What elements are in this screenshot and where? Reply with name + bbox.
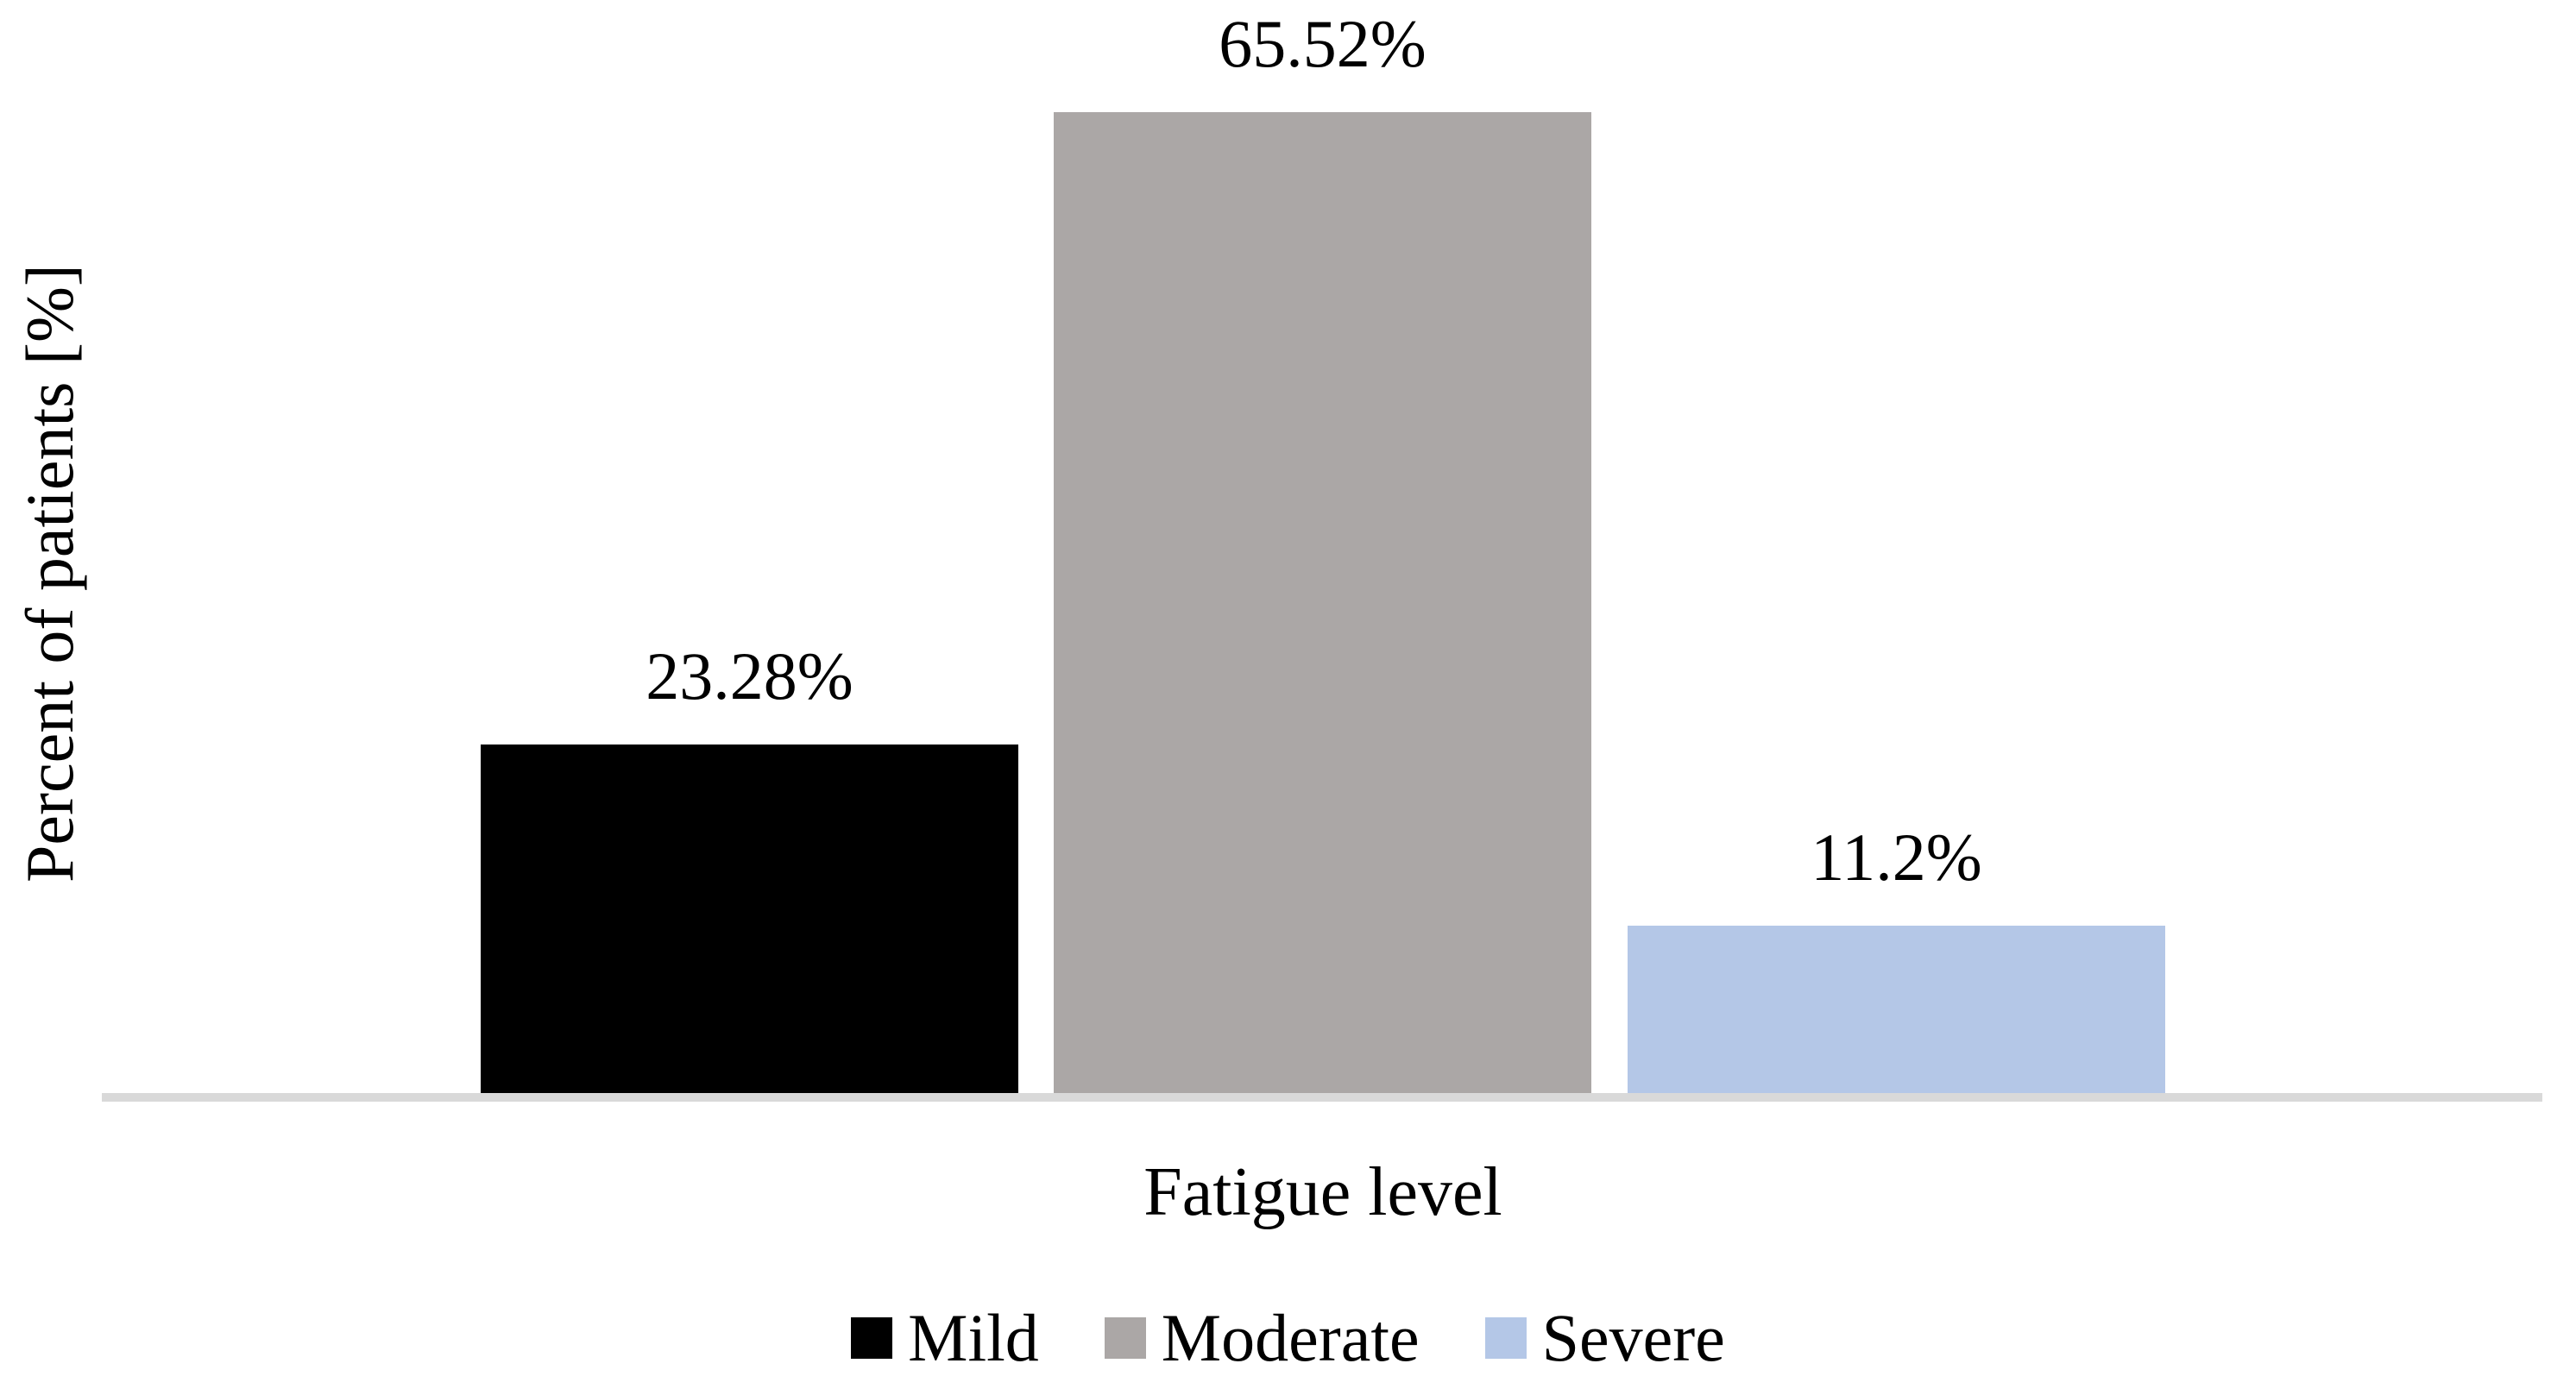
legend-label-moderate: Moderate [1161,1300,1420,1375]
bar-mild [481,745,1018,1093]
data-label-mild: 23.28% [646,638,853,713]
legend-item-mild: Mild [851,1299,1039,1376]
legend-label-mild: Mild [908,1300,1039,1375]
bar-moderate [1054,112,1591,1093]
legend-label-severe: Severe [1541,1300,1725,1375]
legend-swatch-severe-icon [1484,1317,1527,1359]
data-label-severe: 11.2% [1811,820,1982,895]
bar-severe [1628,926,2165,1093]
legend-item-severe: Severe [1484,1299,1725,1376]
y-axis-title: Percent of patients [%] [12,264,87,883]
x-axis-line [102,1093,2542,1102]
data-label-moderate: 65.52% [1219,6,1427,81]
legend-item-moderate: Moderate [1104,1299,1420,1376]
legend-swatch-moderate-icon [1104,1317,1146,1359]
x-axis-title: Fatigue level [1143,1154,1502,1230]
legend: Mild Moderate Severe [0,1299,2576,1376]
legend-swatch-mild-icon [851,1317,893,1359]
